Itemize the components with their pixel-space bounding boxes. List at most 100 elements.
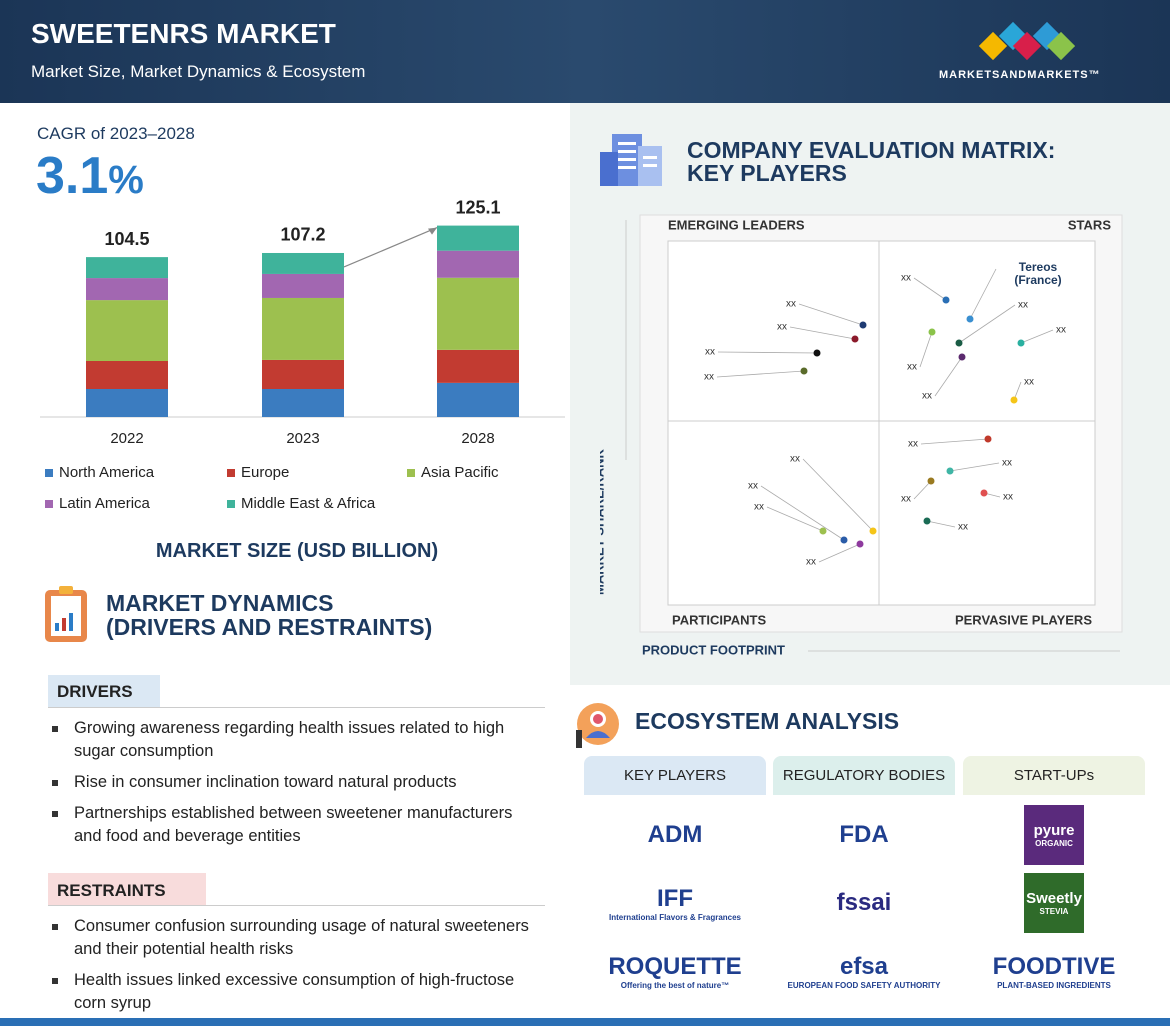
ecosystem-title: ECOSYSTEM ANALYSIS: [635, 708, 900, 734]
company-label: xx: [704, 372, 714, 383]
logo-text: pyure: [1033, 822, 1075, 839]
legend-label: North America: [59, 464, 155, 481]
bullet-text: Consumer confusion surrounding usage of …: [74, 917, 529, 935]
logo-text: FDA: [839, 821, 889, 848]
company-label: xx: [705, 347, 715, 358]
brand: MARKETSANDMARKETS™: [939, 69, 1101, 81]
divider: [48, 707, 545, 708]
legend-swatch: [45, 469, 53, 477]
logo-text: fssai: [836, 889, 892, 916]
leader-line: [1020, 329, 1054, 344]
company-dot: [958, 353, 966, 361]
footer-bar: [0, 1018, 1170, 1026]
logo: IFF International Flavors & Fragrances: [584, 873, 766, 933]
bar-segment: [437, 382, 519, 417]
leader-line: [766, 506, 824, 532]
x-tick-label: 2023: [286, 430, 319, 447]
logo: efsa EUROPEAN FOOD SAFETY AUTHORITY: [773, 941, 955, 1001]
matrix-title: COMPANY EVALUATION MATRIX:: [687, 137, 1056, 163]
bar-segment: [437, 349, 519, 383]
header-bar: [0, 0, 1170, 103]
evaluation-matrix: EMERGING LEADERS STARS PARTICIPANTS PERVASI…: [600, 214, 1123, 657]
company-dot: [966, 315, 974, 323]
company-dot: [928, 328, 936, 336]
logo-text: IFF: [657, 884, 693, 912]
x-tick-label: 2028: [461, 430, 494, 447]
company-dot: [819, 527, 827, 535]
bar-segment: [437, 277, 519, 350]
column-header: KEY PLAYERS: [584, 756, 766, 795]
quadrant-label: PERVASIVE PLAYERS: [955, 612, 1092, 627]
company-dot: [813, 349, 821, 357]
logo-caption: International Flavors & Fragrances: [608, 912, 742, 922]
company-label: xx: [777, 322, 787, 333]
company-dot: [1010, 396, 1018, 404]
bullet-item: Consumer confusion surrounding usage of …: [52, 915, 529, 961]
logo-text: FOODTIVE: [992, 952, 1116, 980]
company-dot: [955, 339, 963, 347]
company-dot: [984, 435, 992, 443]
leader-line: [934, 356, 963, 397]
leader-line: [913, 277, 947, 301]
company-label: xx: [901, 273, 911, 284]
company-dot: [942, 296, 950, 304]
legend-label: Latin America: [59, 495, 151, 512]
cagr-label: CAGR of 2023–2028: [37, 124, 195, 143]
bullet-text: Partnerships established between sweeten…: [74, 804, 513, 822]
logo-caption: EUROPEAN FOOD SAFETY AUTHORITY: [787, 980, 941, 990]
logo-caption: ORGANIC: [1035, 839, 1073, 848]
company-dot: [927, 477, 935, 485]
company-label: xx: [806, 557, 816, 568]
leader-line: [760, 485, 845, 541]
legend-swatch: [227, 469, 235, 477]
logo: FDA: [773, 805, 955, 865]
title: SWEETENRS MARKET: [31, 18, 336, 49]
company-dot: [859, 321, 867, 329]
bullet-text: Health issues linked excessive consumpti…: [74, 971, 515, 989]
company-label: xx: [748, 481, 758, 492]
logo-text: ADM: [647, 821, 703, 848]
bullet-text: corn syrup: [74, 994, 152, 1012]
bar-segment: [262, 389, 344, 417]
company-label: xx: [958, 522, 968, 533]
leader-line: [716, 370, 805, 378]
bar-segment: [86, 257, 168, 279]
bar-segment: [262, 273, 344, 298]
matrix-title: KEY PLAYERS: [687, 160, 847, 186]
company-dot: [800, 367, 808, 375]
logo-text: efsa: [839, 952, 889, 980]
quadrant-label: PARTICIPANTS: [672, 612, 766, 627]
logo: ADM: [584, 805, 766, 865]
leader-line: [919, 331, 933, 368]
leader-line: [798, 303, 864, 326]
restraints-tab: [48, 873, 206, 905]
total-label: 125.1: [455, 197, 500, 217]
bar-segment: [262, 359, 344, 390]
company-dot: [856, 540, 864, 548]
company-label: xx: [907, 362, 917, 373]
logo-caption: PLANT-BASED INGREDIENTS: [997, 980, 1111, 990]
company-label: xx: [908, 439, 918, 450]
company-dot: [923, 517, 931, 525]
column-header: START-UPs: [963, 756, 1145, 795]
cagr-value: 3.1%: [36, 146, 144, 206]
matrix-icon: [600, 134, 662, 186]
quadrant-label: STARS: [1068, 217, 1111, 232]
company-label: xx: [901, 494, 911, 505]
cagr-number: 3.1: [36, 147, 109, 205]
company-dot: [980, 489, 988, 497]
company-label: xx: [1018, 300, 1028, 311]
growth-arrow: [343, 227, 438, 268]
highlight-label: (France): [1014, 273, 1061, 287]
dynamics-title: MARKET DYNAMICS: [106, 590, 334, 616]
bullet-text: sugar consumption: [74, 742, 214, 760]
company-label: xx: [754, 502, 764, 513]
total-label: 107.2: [280, 225, 325, 245]
bar-chart: 104.5 2022 107.2 2023 125.1 2028 North America…: [40, 197, 565, 512]
logo: pyure ORGANIC: [1024, 805, 1084, 865]
bullet-item: Health issues linked excessive consumpti…: [52, 969, 514, 1015]
leader-line: [969, 268, 997, 320]
y-axis-label: MARKET SHARE/RANK: [600, 448, 606, 595]
ecosystem-icon: [576, 703, 619, 748]
